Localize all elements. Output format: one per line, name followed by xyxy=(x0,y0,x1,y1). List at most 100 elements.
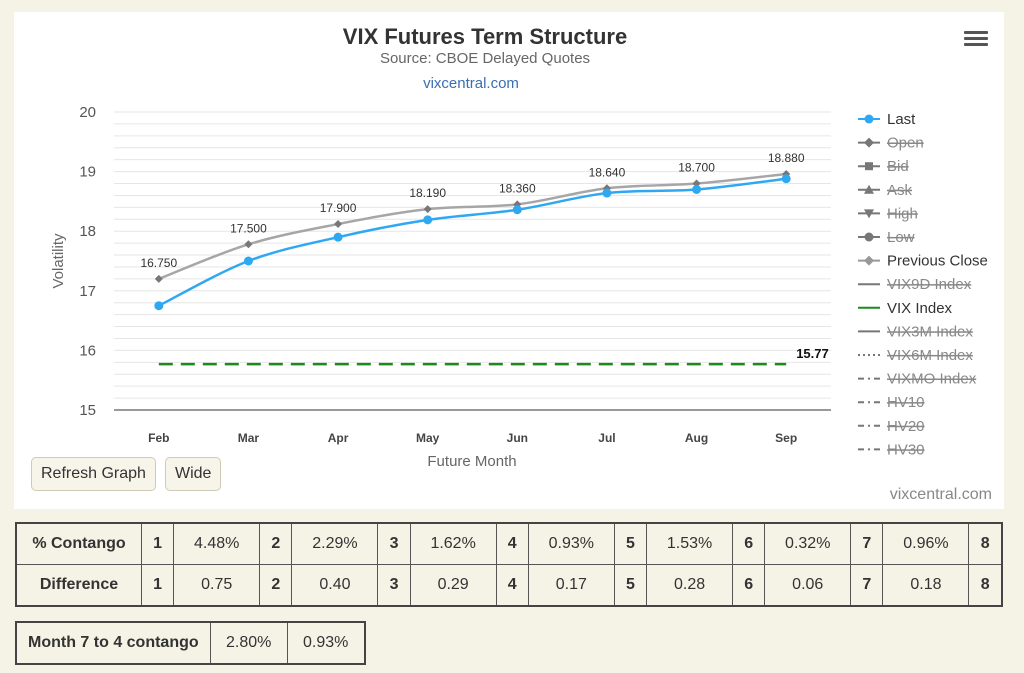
difference-value: 0.06 xyxy=(764,564,852,607)
difference-value: 0.75 xyxy=(173,564,261,607)
legend-marker xyxy=(865,162,873,171)
legend-item[interactable]: Bid xyxy=(887,158,909,175)
vix-index-label: 15.77 xyxy=(796,346,829,361)
x-axis-label: Future Month xyxy=(427,453,516,470)
data-label: 18.880 xyxy=(768,151,805,165)
col-number: 4 xyxy=(495,522,529,565)
wide-button[interactable]: Wide xyxy=(165,457,222,491)
legend-item[interactable]: VIX9D Index xyxy=(887,276,972,293)
last-price-point xyxy=(243,256,253,266)
legend-item[interactable]: VIX Index xyxy=(887,300,953,317)
col-number: 1 xyxy=(140,564,175,607)
difference-label: Difference xyxy=(15,564,142,607)
col-number: 3 xyxy=(377,522,411,565)
difference-row: Difference 1 0.75 2 0.40 3 0.29 4 0.17 5… xyxy=(15,564,1003,607)
x-tick-label: Mar xyxy=(238,431,260,445)
chart-subtitle: Source: CBOE Delayed Quotes xyxy=(380,50,590,67)
contango-value: 0.32% xyxy=(764,522,852,565)
col-number: 6 xyxy=(732,522,766,565)
last-price-point xyxy=(423,215,433,225)
y-tick-label: 15 xyxy=(79,402,96,419)
previous-close-point xyxy=(244,240,253,249)
col-number: 8 xyxy=(968,564,1003,607)
x-axis: Feb Mar Apr May Jun Jul Aug Sep xyxy=(148,431,797,445)
legend-item[interactable]: HV30 xyxy=(887,441,925,458)
legend-item[interactable]: Last xyxy=(887,111,916,128)
data-label: 16.750 xyxy=(140,256,177,270)
legend-marker xyxy=(864,114,874,124)
month-contango-label: Month 7 to 4 contango xyxy=(15,621,211,665)
col-number: 7 xyxy=(850,522,884,565)
term-structure-chart: VIX Futures Term Structure Source: CBOE … xyxy=(50,24,988,470)
legend-item[interactable]: HV20 xyxy=(887,418,925,435)
legend-item[interactable]: VIXMO Index xyxy=(887,371,977,388)
legend-marker xyxy=(864,184,874,194)
col-number: 8 xyxy=(968,522,1003,565)
last-price-point xyxy=(602,188,612,198)
col-number: 1 xyxy=(140,522,175,565)
contango-row: % Contango 1 4.48% 2 2.29% 3 1.62% 4 0.9… xyxy=(15,522,1003,565)
legend-item[interactable]: VIX3M Index xyxy=(887,323,973,340)
series-layer: 15.77 16.750 17.500 17.900 18.190 18.360 18.64… xyxy=(140,151,829,366)
source-link[interactable]: vixcentral.com xyxy=(423,75,519,92)
month-contango-percent: 2.80% xyxy=(209,621,288,665)
legend-item[interactable]: VIX6M Index xyxy=(887,347,973,364)
chart-menu-icon[interactable] xyxy=(964,28,988,50)
contango-value: 1.53% xyxy=(646,522,734,565)
x-tick-label: Sep xyxy=(775,431,797,445)
x-tick-label: Aug xyxy=(685,431,708,445)
y-tick-label: 20 xyxy=(79,104,96,121)
x-tick-label: Apr xyxy=(328,431,349,445)
legend: Last Open Bid Ask High Low Previous Close VIX9D… xyxy=(858,111,988,458)
data-label: 18.190 xyxy=(409,186,446,200)
contango-value: 4.48% xyxy=(173,522,261,565)
col-number: 2 xyxy=(259,522,293,565)
col-number: 5 xyxy=(613,522,648,565)
previous-close-point xyxy=(154,274,163,283)
y-axis: 15 16 17 18 19 20 xyxy=(79,104,96,419)
last-price-point xyxy=(781,174,791,184)
col-number: 7 xyxy=(850,564,884,607)
contango-value: 0.93% xyxy=(527,522,615,565)
x-tick-label: Jul xyxy=(598,431,615,445)
x-tick-label: Feb xyxy=(148,431,169,445)
chart-title: VIX Futures Term Structure xyxy=(343,24,627,49)
credit-link[interactable]: vixcentral.com xyxy=(889,486,992,503)
difference-value: 0.28 xyxy=(646,564,734,607)
legend-item[interactable]: Ask xyxy=(887,182,913,199)
legend-marker xyxy=(864,255,874,266)
y-tick-label: 18 xyxy=(79,223,96,240)
y-tick-label: 19 xyxy=(79,164,96,181)
difference-value: 0.18 xyxy=(882,564,970,607)
legend-marker xyxy=(864,209,874,219)
contango-value: 2.29% xyxy=(291,522,379,565)
legend-item[interactable]: High xyxy=(887,205,918,222)
last-price-point xyxy=(154,301,164,311)
y-axis-label: Volatility xyxy=(50,233,67,289)
previous-close-point xyxy=(334,220,343,229)
legend-item[interactable]: HV10 xyxy=(887,394,925,411)
y-tick-label: 17 xyxy=(79,283,96,300)
legend-item[interactable]: Previous Close xyxy=(887,253,988,270)
data-label: 17.500 xyxy=(230,221,267,235)
col-number: 5 xyxy=(613,564,648,607)
legend-item[interactable]: Low xyxy=(887,229,915,246)
previous-close-point xyxy=(423,205,432,214)
contango-table: % Contango 1 4.48% 2 2.29% 3 1.62% 4 0.9… xyxy=(15,522,1003,607)
contango-label: % Contango xyxy=(15,522,142,565)
difference-value: 0.29 xyxy=(409,564,497,607)
legend-item[interactable]: Open xyxy=(887,135,924,152)
data-label: 18.640 xyxy=(589,165,626,179)
refresh-graph-button[interactable]: Refresh Graph xyxy=(31,457,156,491)
contango-value: 1.62% xyxy=(409,522,497,565)
chart-card: VIX Futures Term Structure Source: CBOE … xyxy=(14,12,1004,509)
difference-value: 0.40 xyxy=(291,564,379,607)
month-contango-table: Month 7 to 4 contango 2.80% 0.93% xyxy=(15,621,366,665)
legend-marker xyxy=(864,232,874,242)
last-price-point xyxy=(512,205,522,215)
data-label: 17.900 xyxy=(320,201,357,215)
col-number: 6 xyxy=(732,564,766,607)
x-tick-label: May xyxy=(416,431,440,445)
x-tick-label: Jun xyxy=(507,431,528,445)
data-label: 18.700 xyxy=(678,161,715,175)
